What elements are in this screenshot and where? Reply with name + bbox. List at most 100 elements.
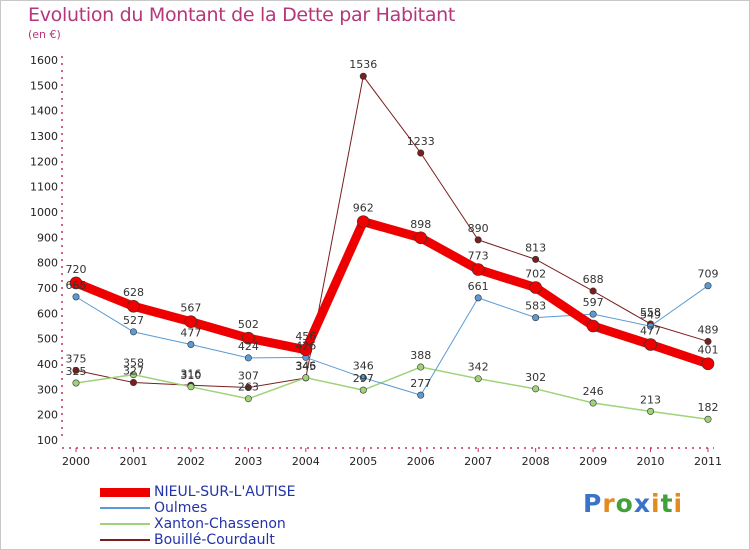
data-point <box>129 371 137 379</box>
data-label: 477 <box>180 326 201 339</box>
logo-letter: i <box>651 489 661 518</box>
data-label: 597 <box>583 296 604 309</box>
data-point <box>69 276 83 290</box>
data-label: 358 <box>123 357 144 370</box>
data-label: 489 <box>698 323 719 336</box>
data-point <box>302 374 310 382</box>
data-point <box>244 395 252 403</box>
data-point <box>704 282 712 290</box>
data-label: 456 <box>295 330 316 343</box>
data-point <box>586 319 600 333</box>
data-point <box>644 338 657 351</box>
x-tick-label: 2000 <box>62 455 90 468</box>
data-label: 307 <box>238 370 259 383</box>
data-label: 310 <box>180 369 201 382</box>
data-label: 401 <box>698 344 719 357</box>
legend-label: NIEUL-SUR-L'AUTISE <box>154 484 296 500</box>
logo-letter: P <box>583 489 603 518</box>
data-label: 688 <box>583 273 604 286</box>
data-label: 182 <box>698 401 719 414</box>
series-layer <box>69 72 715 423</box>
y-tick-label: 1300 <box>30 130 58 143</box>
data-point <box>532 385 540 393</box>
y-tick-label: 1200 <box>30 155 58 168</box>
series-line <box>75 285 709 396</box>
data-point <box>589 399 597 407</box>
data-point <box>129 328 137 336</box>
logo-letter: x <box>633 489 651 518</box>
y-tick-label: 300 <box>37 383 58 396</box>
logo-letter: i <box>673 489 684 518</box>
data-label: 302 <box>525 371 546 384</box>
data-label: 709 <box>698 268 719 281</box>
data-point <box>414 231 428 245</box>
data-point <box>704 415 712 423</box>
legend: NIEUL-SUR-L'AUTISE Oulmes Xanton-Chassen… <box>100 484 296 548</box>
data-label: 665 <box>66 279 87 292</box>
legend-label: Xanton-Chassenon <box>154 516 286 532</box>
data-label: 813 <box>525 241 546 254</box>
data-label: 426 <box>295 339 316 352</box>
series-line <box>71 217 713 369</box>
data-point <box>701 357 715 371</box>
logo-letter: o <box>615 489 634 518</box>
data-label: 628 <box>123 286 144 299</box>
logo-letter: r <box>602 489 616 518</box>
data-point <box>647 407 655 415</box>
data-point <box>474 236 482 244</box>
x-tick-label: 2009 <box>579 455 607 468</box>
data-point <box>359 374 367 382</box>
x-tick-label: 2006 <box>407 455 435 468</box>
data-label: 549 <box>640 308 661 321</box>
data-point <box>417 391 425 399</box>
data-point <box>299 343 313 357</box>
chart-unit: (en €) <box>28 28 61 41</box>
data-label: 720 <box>66 263 87 276</box>
data-point <box>532 255 540 263</box>
data-point <box>417 363 425 371</box>
proxiti-logo[interactable]: Proxiti <box>583 489 683 518</box>
data-point <box>127 299 140 313</box>
x-tick-label: 2004 <box>292 455 320 468</box>
logo-letter: t <box>660 489 674 518</box>
data-label: 558 <box>640 306 661 319</box>
legend-item-bouille: Bouillé-Courdault <box>100 532 296 548</box>
legend-swatch <box>100 487 150 497</box>
data-point <box>704 337 712 345</box>
y-tick-label: 1500 <box>30 79 58 92</box>
legend-label: Bouillé-Courdault <box>154 532 275 548</box>
data-label: 375 <box>66 352 87 365</box>
data-label: 527 <box>123 314 144 327</box>
data-label: 345 <box>295 360 316 373</box>
y-tick-label: 800 <box>37 257 58 270</box>
data-label: 898 <box>410 218 431 231</box>
data-label: 388 <box>410 349 431 362</box>
legend-swatch <box>100 523 150 525</box>
axes: 100 200 300 400 500 600 700 800 900 1000 1100 1200 1… <box>30 54 722 468</box>
data-point <box>417 149 425 157</box>
data-point <box>474 375 482 383</box>
data-label: 316 <box>180 367 201 380</box>
legend-item-nieul: NIEUL-SUR-L'AUTISE <box>100 484 296 500</box>
x-tick-label: 2010 <box>637 455 665 468</box>
data-label: 890 <box>468 222 489 235</box>
data-point <box>647 322 655 330</box>
x-tick-label: 2008 <box>522 455 550 468</box>
data-point <box>471 263 485 276</box>
x-tick-label: 2011 <box>694 455 722 468</box>
data-labels-layer: 720 628 567 502 456 962 898 773 702 477 401 665 527 4… <box>66 58 719 414</box>
y-tick-label: 700 <box>37 282 58 295</box>
y-tick-label: 1100 <box>30 181 58 194</box>
data-point <box>244 384 252 392</box>
x-tick-label: 2005 <box>349 455 377 468</box>
data-label: 773 <box>468 250 489 263</box>
y-tick-label: 900 <box>37 231 58 244</box>
data-label: 246 <box>583 385 604 398</box>
data-point <box>129 378 137 386</box>
data-label: 962 <box>353 202 374 215</box>
x-tick-label: 2001 <box>119 455 147 468</box>
y-tick-label: 200 <box>37 409 58 422</box>
chart-title: Evolution du Montant de la Dette par Hab… <box>28 4 456 26</box>
data-point <box>72 379 80 387</box>
